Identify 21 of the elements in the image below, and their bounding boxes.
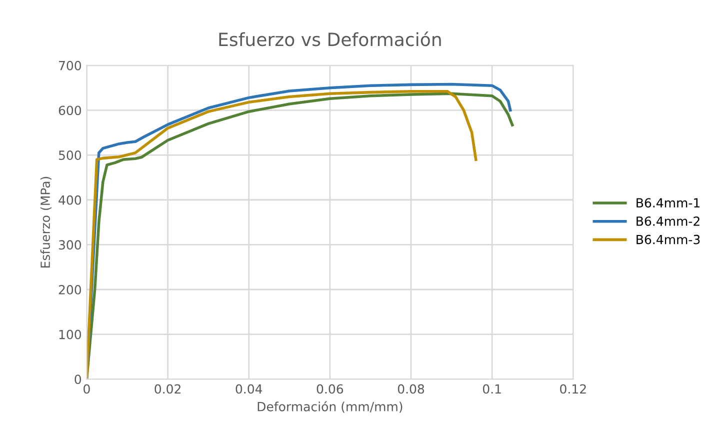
legend-label: B6.4mm-1: [636, 198, 700, 208]
x-tick-label: 0.08: [398, 384, 424, 394]
chart-title: Esfuerzo vs Deformación: [219, 32, 441, 46]
y-tick-label: 100: [59, 330, 82, 340]
y-tick-label: 600: [58, 106, 82, 116]
y-tick-label: 400: [58, 195, 82, 205]
x-tick-label: 0.1: [482, 384, 501, 394]
y-tick-label: 300: [58, 240, 82, 250]
x-tick-label: 0.02: [154, 384, 180, 394]
y-axis-title: Esfuerzo (MPa): [40, 176, 52, 268]
x-tick-label: 0.06: [316, 384, 344, 394]
y-tick-label: 700: [59, 60, 82, 70]
x-tick-label: 0.04: [236, 384, 262, 394]
legend-label: B6.4mm-2: [636, 216, 700, 226]
y-tick-label: 0: [74, 374, 82, 384]
x-tick-label: 0.12: [560, 384, 586, 394]
legend-label: B6.4mm-3: [636, 234, 700, 244]
y-tick-label: 500: [58, 150, 82, 160]
x-axis-title: Deformación (mm/mm): [258, 401, 402, 413]
x-tick-label: 0: [84, 384, 90, 394]
y-tick-label: 200: [58, 284, 82, 294]
